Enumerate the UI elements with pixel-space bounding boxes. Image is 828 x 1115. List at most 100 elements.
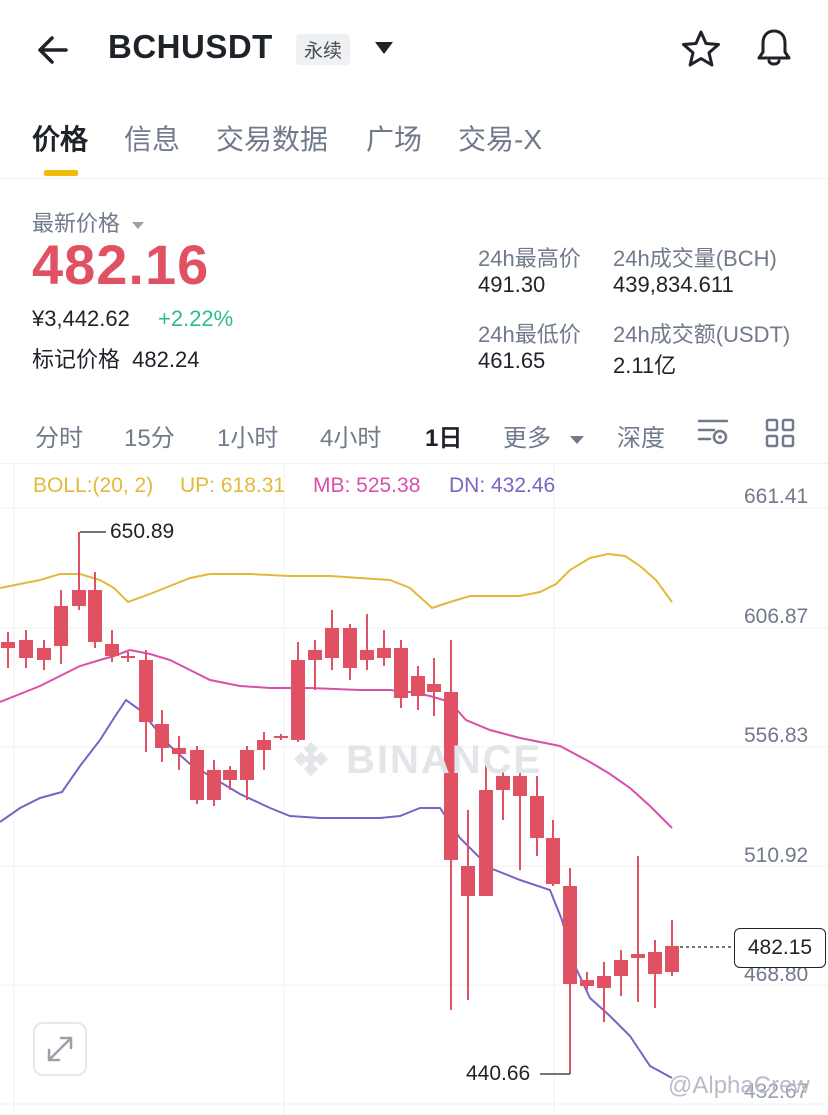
candle-body (530, 796, 544, 838)
volume-bch-label: 24h成交量(BCH) (613, 246, 777, 271)
low-24h-label: 24h最低价 (478, 322, 581, 347)
low-24h-value: 461.65 (478, 348, 546, 373)
candle-body (597, 976, 611, 988)
bell-icon (757, 29, 791, 66)
last-price-tag: 482.15 (734, 928, 826, 968)
candle-body (37, 648, 51, 660)
tab-price[interactable]: 价格 (32, 124, 89, 155)
settings-sliders-icon (697, 419, 729, 445)
candle-body (54, 606, 68, 646)
boll-upper-line (0, 552, 673, 610)
chart-grid (0, 464, 828, 1115)
tab-trading-data[interactable]: 交易数据 (216, 124, 329, 155)
candle-body (563, 886, 577, 984)
candle-body (631, 954, 645, 958)
symbol-title[interactable]: BCHUSDT (108, 28, 273, 65)
candle-body (411, 676, 425, 696)
y-axis-label: 606.87 (744, 605, 809, 628)
layout-grid-button[interactable] (764, 417, 796, 454)
candle-body (172, 748, 186, 754)
tab-info[interactable]: 信息 (124, 124, 181, 155)
caret-down-icon (132, 222, 145, 229)
grid-icon (765, 418, 795, 448)
candle-body (88, 590, 102, 642)
low-annotation: 440.66 (466, 1062, 531, 1085)
boll-mb-value: MB: 525.38 (313, 474, 421, 497)
boll-params[interactable]: BOLL:(20, 2) (33, 474, 154, 497)
candlestick-chart[interactable] (0, 464, 828, 1115)
timeframe-4h[interactable]: 4小时 (320, 425, 382, 452)
candle-body (1, 642, 15, 648)
cny-price: ¥3,442.62 (32, 306, 130, 331)
high-annotation: 650.89 (110, 520, 175, 543)
candle-body (121, 656, 135, 658)
timeframe-15m[interactable]: 15分 (124, 425, 175, 452)
credit-watermark: @AlphaCrew (668, 1072, 810, 1099)
candle-body (155, 724, 169, 748)
alert-button[interactable] (752, 26, 796, 70)
candle-body (308, 650, 322, 660)
favorite-button[interactable] (680, 28, 722, 70)
active-tab-indicator (44, 170, 78, 176)
candle-body (513, 776, 527, 796)
contract-type-badge: 永续 (296, 34, 351, 65)
caret-down-icon (375, 42, 393, 54)
high-24h-value: 491.30 (478, 272, 546, 297)
candle-body (325, 628, 339, 658)
star-icon (682, 30, 720, 67)
mark-price-value: 482.24 (132, 347, 200, 372)
timeframe-more[interactable]: 更多 (503, 418, 586, 453)
candle-body (19, 640, 33, 658)
candle-body (665, 946, 679, 972)
candle-body (394, 648, 408, 698)
candle-body (291, 660, 305, 740)
volume-bch-value: 439,834.611 (613, 272, 734, 297)
timeframe-line[interactable]: 分时 (35, 425, 83, 452)
timeframe-1d[interactable]: 1日 (425, 425, 463, 452)
last-price: 482.16 (32, 233, 210, 296)
divider (0, 178, 828, 179)
candle-body (343, 628, 357, 668)
candle-body (479, 790, 493, 896)
divider (0, 463, 828, 464)
y-axis-label: 468.80 (744, 963, 809, 986)
candle-body (105, 644, 119, 656)
timeframe-1h[interactable]: 1小时 (217, 425, 279, 452)
candle-body (496, 776, 510, 790)
tab-square[interactable]: 广场 (366, 124, 423, 155)
candle-body (444, 692, 458, 860)
high-24h-label: 24h最高价 (478, 246, 581, 271)
arrow-left-icon (38, 36, 68, 64)
candle-body (207, 770, 221, 800)
y-axis-label: 510.92 (744, 844, 809, 867)
boll-middle-line (0, 648, 673, 829)
mark-price-row: 标记价格 482.24 (32, 342, 199, 374)
candle-body (274, 736, 288, 738)
last-price-label[interactable]: 最新价格 (32, 206, 146, 238)
price-change-percent: +2.22% (158, 306, 234, 331)
candle-body (240, 750, 254, 780)
candle-body (223, 770, 237, 780)
caret-down-icon (569, 436, 584, 444)
symbol-dropdown-button[interactable] (372, 38, 396, 58)
binance-logo-icon (293, 741, 329, 777)
expand-icon (47, 1036, 73, 1062)
candle-body (72, 590, 86, 606)
chart-watermark: BINANCE (346, 738, 543, 782)
candle-body (427, 684, 441, 692)
tab-trade-x[interactable]: 交易-X (458, 124, 543, 155)
candle-body (580, 980, 594, 986)
candle-body (360, 650, 374, 660)
candle-body (190, 750, 204, 800)
back-button[interactable] (30, 28, 74, 72)
candle-body (648, 952, 662, 974)
candle-body (139, 660, 153, 722)
boll-up-value: UP: 618.31 (180, 474, 286, 497)
indicator-settings-button[interactable] (696, 416, 730, 453)
volume-usdt-label: 24h成交额(USDT) (613, 322, 791, 347)
y-axis-label: 432.67 (744, 1080, 809, 1103)
depth-button[interactable]: 深度 (617, 425, 665, 452)
fullscreen-button[interactable] (33, 1022, 87, 1076)
candle-body (461, 866, 475, 896)
y-axis-label: 556.83 (744, 724, 809, 747)
